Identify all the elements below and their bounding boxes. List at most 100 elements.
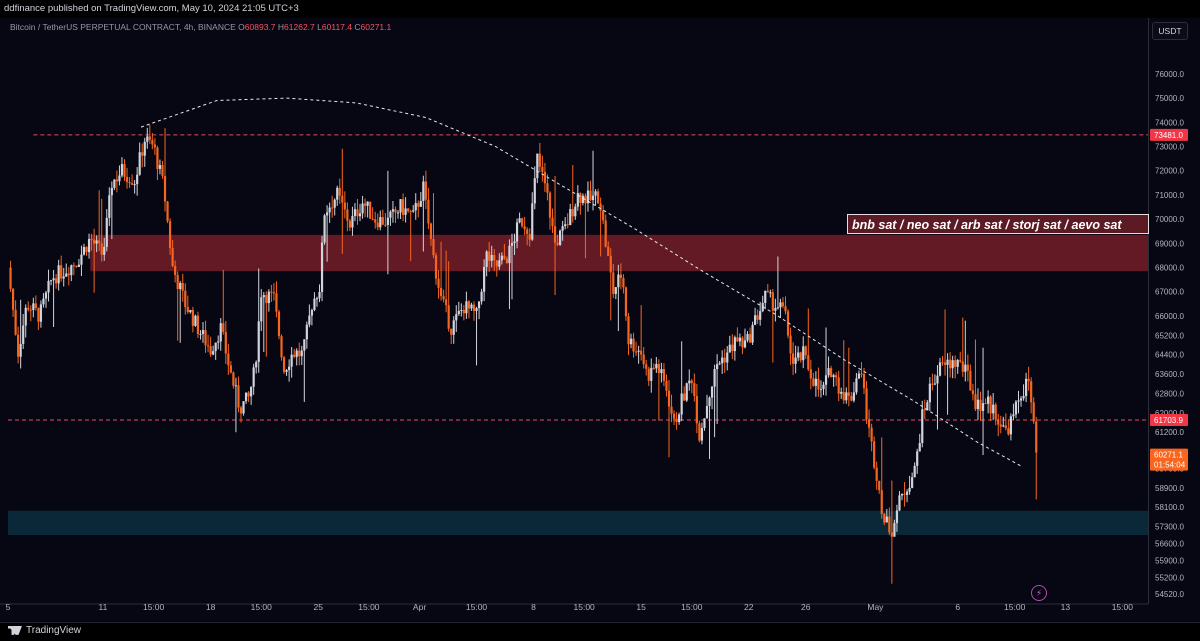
candle-body[interactable] <box>880 490 883 514</box>
candle-body[interactable] <box>174 266 177 276</box>
candle-body[interactable] <box>680 393 683 415</box>
candle-body[interactable] <box>576 193 579 207</box>
candle-body[interactable] <box>776 307 780 309</box>
candle-body[interactable] <box>24 307 27 326</box>
candle-body[interactable] <box>191 310 194 326</box>
candle-body[interactable] <box>526 229 529 235</box>
candle-body[interactable] <box>209 346 212 355</box>
candle-body[interactable] <box>495 260 498 267</box>
candle-body[interactable] <box>827 368 830 376</box>
candle-body[interactable] <box>829 368 833 378</box>
candle-body[interactable] <box>959 360 962 362</box>
candle-body[interactable] <box>956 360 959 367</box>
candle-body[interactable] <box>612 272 615 294</box>
candle-body[interactable] <box>688 380 691 384</box>
candle-body[interactable] <box>130 183 134 185</box>
candle-body[interactable] <box>62 276 65 279</box>
candle-body[interactable] <box>923 409 926 411</box>
candle-body[interactable] <box>133 184 136 186</box>
candle-body[interactable] <box>951 360 954 369</box>
candle-body[interactable] <box>361 203 364 214</box>
candle-body[interactable] <box>80 254 83 265</box>
candle-body[interactable] <box>351 216 354 228</box>
candle-body[interactable] <box>353 209 357 217</box>
candle-body[interactable] <box>835 375 838 378</box>
candle-body[interactable] <box>657 363 660 374</box>
candle-body[interactable] <box>594 191 597 196</box>
candle-body[interactable] <box>232 372 235 386</box>
candle-body[interactable] <box>369 201 372 219</box>
candle-body[interactable] <box>493 254 496 261</box>
candle-body[interactable] <box>1024 378 1028 397</box>
candle-body[interactable] <box>432 238 435 256</box>
candle-body[interactable] <box>994 404 997 420</box>
candle-body[interactable] <box>574 206 577 217</box>
candle-body[interactable] <box>619 274 622 278</box>
candle-body[interactable] <box>381 217 384 225</box>
candle-body[interactable] <box>559 230 562 245</box>
candle-body[interactable] <box>779 302 782 308</box>
candle-body[interactable] <box>946 359 949 365</box>
candle-body[interactable] <box>138 152 141 175</box>
candle-body[interactable] <box>204 330 207 346</box>
candle-body[interactable] <box>206 345 210 347</box>
candle-body[interactable] <box>665 380 668 391</box>
candle-body[interactable] <box>103 246 106 255</box>
candle-body[interactable] <box>726 352 729 363</box>
candle-body[interactable] <box>417 203 420 207</box>
candle-body[interactable] <box>571 209 574 217</box>
candle-body[interactable] <box>987 396 990 404</box>
candle-body[interactable] <box>824 375 828 385</box>
candle-body[interactable] <box>348 220 351 228</box>
candle-body[interactable] <box>847 392 850 396</box>
candle-body[interactable] <box>65 273 68 277</box>
candle-body[interactable] <box>546 183 549 193</box>
candle-body[interactable] <box>488 251 491 261</box>
candle-body[interactable] <box>607 246 610 256</box>
candle-body[interactable] <box>1002 425 1005 427</box>
currency-button[interactable]: USDT <box>1152 22 1188 40</box>
candle-body[interactable] <box>184 290 187 308</box>
candle-body[interactable] <box>14 309 17 335</box>
candle-body[interactable] <box>954 360 957 367</box>
candle-body[interactable] <box>315 298 319 300</box>
candle-body[interactable] <box>710 386 714 398</box>
candle-body[interactable] <box>837 377 840 394</box>
candle-body[interactable] <box>510 243 514 246</box>
candle-body[interactable] <box>622 277 625 288</box>
candle-body[interactable] <box>964 364 967 372</box>
candle-body[interactable] <box>989 396 992 414</box>
candle-body[interactable] <box>883 513 886 523</box>
trend-arc[interactable] <box>140 97 1022 467</box>
candle-body[interactable] <box>394 209 397 213</box>
candle-body[interactable] <box>247 392 250 397</box>
candle-body[interactable] <box>153 144 156 148</box>
candle-body[interactable] <box>792 353 795 364</box>
candle-body[interactable] <box>931 383 934 385</box>
candle-body[interactable] <box>404 208 407 215</box>
candle-body[interactable] <box>738 337 742 342</box>
candle-body[interactable] <box>670 406 673 414</box>
candle-body[interactable] <box>736 337 739 342</box>
candle-body[interactable] <box>857 373 861 379</box>
candle-body[interactable] <box>981 403 985 411</box>
candle-body[interactable] <box>523 226 526 230</box>
candle-body[interactable] <box>533 178 536 204</box>
candle-body[interactable] <box>257 321 260 362</box>
candle-body[interactable] <box>604 220 607 247</box>
candle-body[interactable] <box>17 334 20 357</box>
candle-body[interactable] <box>166 201 169 222</box>
candle-body[interactable] <box>647 368 650 381</box>
candle-body[interactable] <box>462 309 465 314</box>
candle-body[interactable] <box>447 305 450 329</box>
candle-body[interactable] <box>708 397 711 407</box>
candle-body[interactable] <box>391 209 395 212</box>
candle-body[interactable] <box>300 350 303 357</box>
candle-body[interactable] <box>698 423 701 441</box>
candle-body[interactable] <box>723 357 726 363</box>
candle-body[interactable] <box>22 325 25 344</box>
candle-body[interactable] <box>267 291 270 304</box>
candle-body[interactable] <box>386 217 389 225</box>
candle-body[interactable] <box>37 307 40 322</box>
candle-body[interactable] <box>855 378 858 393</box>
